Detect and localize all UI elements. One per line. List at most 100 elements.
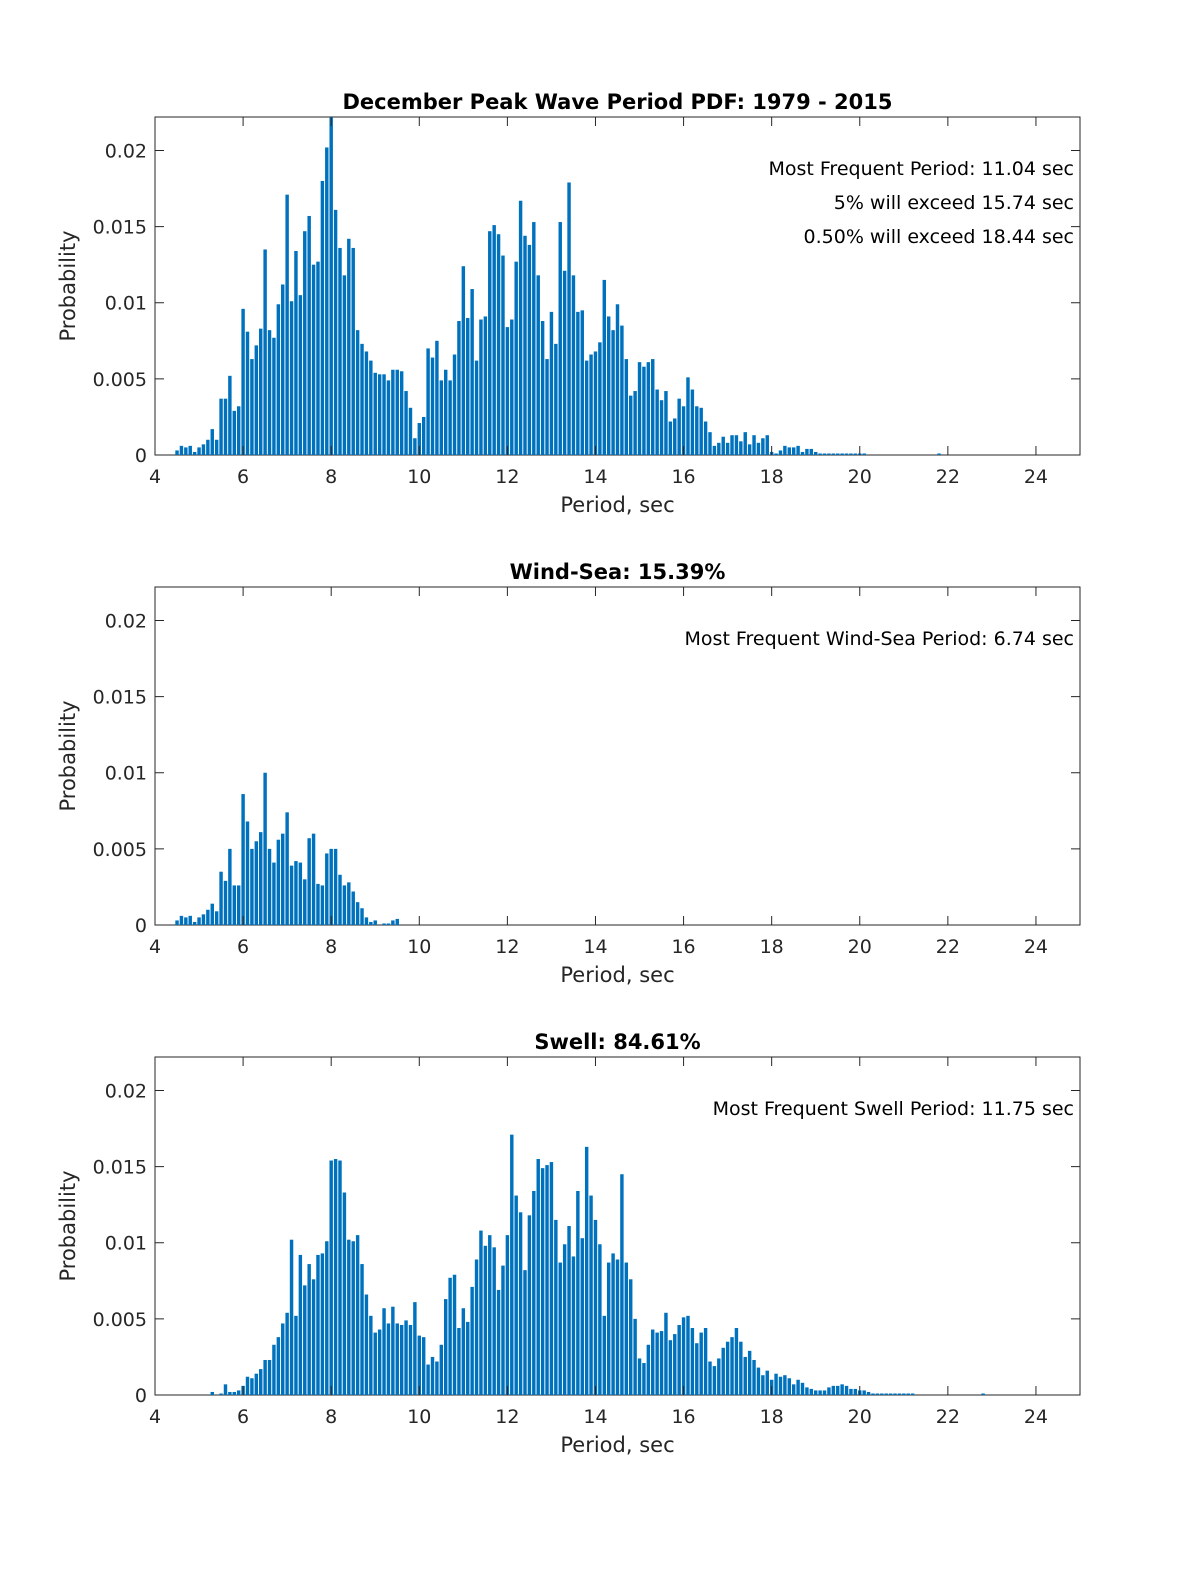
y-tick-label: 0.02: [105, 140, 147, 162]
bar: [364, 917, 369, 925]
bar: [219, 398, 223, 455]
bar: [444, 1299, 448, 1395]
bar: [624, 1262, 629, 1395]
y-tick-label: 0.005: [93, 1309, 147, 1331]
bar: [681, 1317, 686, 1395]
bar: [576, 1190, 580, 1395]
bar: [721, 436, 725, 455]
bar: [699, 1332, 703, 1395]
x-tick-label: 6: [237, 936, 249, 958]
bar: [584, 1146, 589, 1395]
bar: [289, 865, 294, 925]
bar: [329, 848, 333, 925]
bar: [294, 861, 298, 925]
bar: [637, 1358, 642, 1395]
y-axis-label: Probability: [56, 230, 80, 341]
bar: [408, 1324, 413, 1395]
bar: [853, 453, 858, 455]
bar: [395, 369, 399, 455]
bar: [210, 429, 214, 455]
bar: [228, 1391, 232, 1395]
bar: [325, 853, 329, 925]
bar: [809, 448, 814, 455]
bar: [598, 1244, 602, 1395]
bar: [787, 447, 792, 455]
x-tick-label: 18: [760, 936, 784, 958]
bar: [902, 1393, 906, 1395]
x-tick-label: 18: [760, 1406, 784, 1428]
annotation-text: 5% will exceed 15.74 sec: [834, 192, 1074, 214]
bar: [598, 342, 602, 455]
bar: [391, 1306, 395, 1395]
bar: [800, 1382, 805, 1395]
bar: [333, 848, 338, 925]
x-tick-label: 24: [1024, 1406, 1048, 1428]
bar: [421, 416, 426, 455]
bar: [399, 1324, 404, 1395]
bar: [831, 453, 836, 455]
bar: [880, 1393, 884, 1395]
bar: [466, 317, 470, 455]
y-tick-label: 0.015: [93, 1157, 147, 1179]
bar: [448, 380, 452, 455]
x-tick-label: 10: [407, 466, 431, 488]
x-tick-label: 8: [325, 466, 337, 488]
bar: [241, 794, 245, 925]
bar: [395, 1323, 399, 1395]
bar: [602, 1315, 607, 1395]
bar: [206, 909, 210, 925]
bar: [615, 304, 620, 455]
y-tick-label: 0.005: [93, 369, 147, 391]
chart-title: Swell: 84.61%: [534, 1030, 700, 1054]
bar: [210, 1391, 214, 1395]
bar: [787, 1378, 792, 1395]
y-tick-label: 0: [135, 915, 147, 937]
x-tick-label: 16: [671, 936, 695, 958]
bar: [179, 915, 184, 925]
bar: [307, 215, 311, 455]
bar: [739, 441, 743, 455]
bar: [814, 451, 818, 455]
y-tick-label: 0.005: [93, 839, 147, 861]
chart-panel-2: 4 6 8 10 12 14 16 18 20 22 24 0 0.005 0.01 0.015 0.02 Wi…: [56, 560, 1081, 987]
bar: [285, 1312, 289, 1395]
bar: [241, 308, 245, 455]
bar: [611, 1253, 615, 1395]
bar: [703, 1328, 708, 1395]
bar: [347, 238, 351, 455]
bar: [272, 337, 276, 455]
bar: [836, 1385, 840, 1395]
bar: [373, 1332, 377, 1395]
bar: [549, 311, 554, 455]
bar: [677, 1324, 681, 1395]
bar: [316, 1254, 320, 1395]
bar: [505, 1235, 510, 1395]
bar: [263, 249, 267, 455]
bar: [532, 1190, 536, 1395]
bar: [263, 1359, 267, 1395]
x-tick-label: 10: [407, 936, 431, 958]
bar: [518, 1212, 523, 1395]
bar: [426, 348, 430, 455]
bar: [558, 222, 562, 455]
bar: [391, 369, 395, 455]
bar: [417, 1335, 422, 1395]
bar: [457, 321, 461, 455]
bar: [496, 234, 501, 455]
bar: [580, 310, 584, 455]
bar: [289, 1239, 294, 1395]
bar: [470, 289, 474, 455]
bar: [796, 445, 800, 455]
bar: [668, 421, 673, 455]
bar: [734, 1328, 739, 1395]
bar: [633, 391, 637, 455]
bar: [245, 331, 250, 455]
bar: [267, 1359, 272, 1395]
bar: [747, 444, 752, 455]
bar: [690, 389, 695, 455]
bar: [369, 360, 373, 455]
bar: [695, 406, 699, 455]
annotation-text: Most Frequent Swell Period: 11.75 sec: [713, 1098, 1074, 1120]
x-tick-label: 24: [1024, 936, 1048, 958]
